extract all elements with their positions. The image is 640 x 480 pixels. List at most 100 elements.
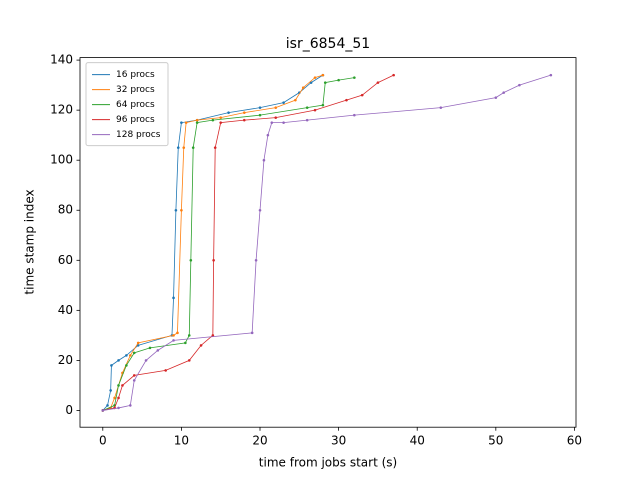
point: [321, 103, 325, 107]
point: [294, 98, 297, 102]
point: [321, 73, 325, 77]
point: [258, 106, 262, 109]
point: [125, 354, 128, 357]
point: [274, 106, 278, 109]
point: [121, 384, 124, 387]
point: [242, 118, 246, 122]
point: [266, 133, 270, 137]
point: [353, 76, 356, 79]
point: [353, 113, 356, 117]
x-tick-label: 10: [174, 434, 189, 448]
x-tick-label: 20: [252, 434, 267, 448]
point: [129, 354, 132, 357]
point: [518, 83, 521, 87]
point: [101, 409, 105, 412]
point: [305, 106, 309, 109]
point: [313, 108, 317, 112]
point: [345, 98, 348, 102]
y-tick-label: 40: [58, 303, 73, 317]
point: [502, 91, 505, 94]
point: [136, 344, 140, 347]
point: [258, 208, 262, 212]
point: [172, 334, 175, 337]
point: [211, 118, 215, 122]
x-axis-label: time from jobs start (s): [259, 456, 397, 470]
y-tick-label: 0: [65, 403, 73, 417]
legend-label: 96 procs: [116, 115, 155, 125]
plot-frame: [79, 57, 577, 428]
x-tick-label: 40: [410, 434, 425, 448]
legend-label: 16 procs: [116, 70, 155, 80]
point: [258, 113, 262, 117]
point: [282, 121, 285, 124]
point: [212, 258, 215, 262]
point: [211, 334, 215, 337]
point: [184, 121, 188, 124]
point: [392, 73, 395, 77]
point: [172, 339, 175, 342]
point: [274, 116, 278, 119]
point: [254, 258, 258, 262]
y-tick-label: 120: [50, 103, 73, 117]
point: [182, 146, 186, 149]
y-tick-label: 100: [50, 153, 73, 167]
point: [195, 118, 199, 122]
point: [176, 331, 179, 335]
point: [323, 81, 327, 84]
series: [101, 73, 553, 412]
point: [262, 158, 266, 162]
chart-title: isr_6854_51: [286, 36, 370, 52]
point: [172, 296, 175, 300]
point: [117, 359, 120, 362]
point: [213, 146, 217, 149]
point: [227, 111, 230, 114]
point: [176, 146, 180, 149]
point: [195, 121, 199, 124]
point: [180, 121, 183, 124]
point: [439, 106, 443, 109]
point: [219, 121, 223, 124]
point: [494, 96, 498, 99]
point: [180, 208, 183, 212]
point: [187, 334, 191, 337]
point: [282, 101, 285, 104]
legend-label: 128 procs: [116, 130, 161, 140]
legend-label: 32 procs: [116, 85, 155, 95]
y-tick-label: 140: [50, 53, 73, 67]
point: [242, 111, 246, 114]
point: [117, 396, 120, 400]
point: [313, 76, 317, 79]
point: [360, 93, 364, 97]
point: [187, 359, 191, 362]
point: [106, 404, 109, 407]
y-tick-label: 80: [58, 203, 73, 217]
point: [156, 349, 160, 352]
point: [549, 73, 553, 77]
point: [129, 404, 132, 407]
point: [301, 86, 305, 89]
point: [174, 208, 178, 212]
legend-box: [85, 62, 169, 147]
point: [125, 364, 128, 367]
point: [113, 396, 116, 400]
point: [144, 359, 148, 362]
point: [191, 146, 195, 149]
series: [101, 73, 395, 412]
point: [136, 341, 140, 345]
point: [337, 78, 340, 82]
point: [148, 346, 152, 350]
legend-label: 64 procs: [116, 100, 155, 110]
point: [132, 379, 136, 382]
line: [102, 77, 355, 411]
x-tick-label: 30: [331, 434, 346, 448]
point: [110, 364, 113, 367]
series: [101, 73, 325, 412]
point: [189, 258, 193, 262]
point: [250, 331, 254, 335]
point: [132, 351, 136, 355]
point: [109, 389, 112, 392]
x-tick-label: 0: [99, 434, 107, 448]
x-tick-label: 50: [488, 434, 503, 448]
point: [199, 344, 203, 347]
